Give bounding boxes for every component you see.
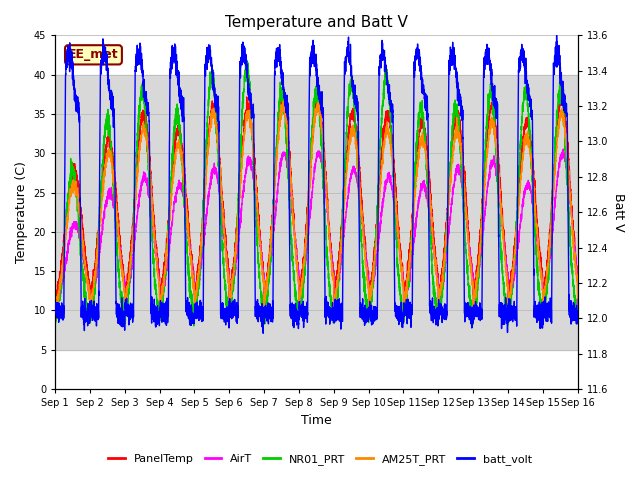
Bar [55, 74, 578, 350]
Text: EE_met: EE_met [68, 48, 119, 61]
X-axis label: Time: Time [301, 414, 332, 427]
Y-axis label: Batt V: Batt V [612, 193, 625, 231]
Legend: PanelTemp, AirT, NR01_PRT, AM25T_PRT, batt_volt: PanelTemp, AirT, NR01_PRT, AM25T_PRT, ba… [104, 450, 536, 469]
Title: Temperature and Batt V: Temperature and Batt V [225, 15, 408, 30]
Y-axis label: Temperature (C): Temperature (C) [15, 161, 28, 263]
